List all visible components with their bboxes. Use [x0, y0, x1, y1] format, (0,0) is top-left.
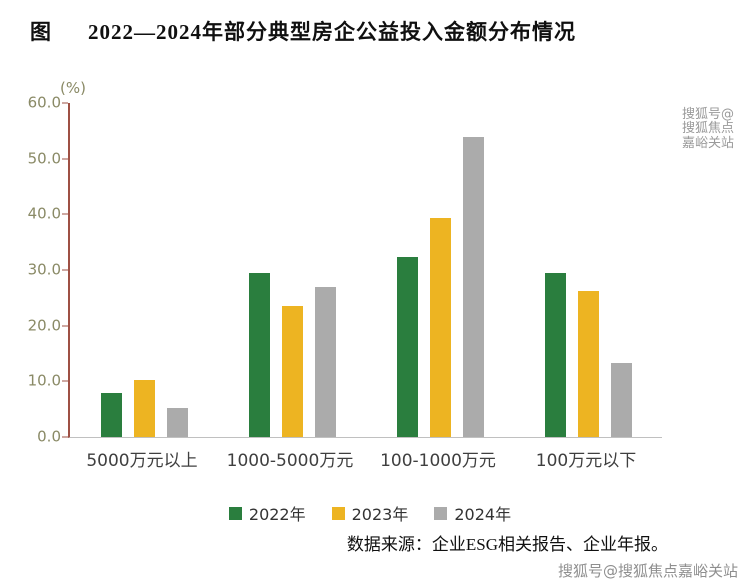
bar-2022年-1000-5000万元 — [248, 272, 270, 437]
bar-group-2 — [248, 103, 336, 437]
legend: 2022年 2023年 2024年 — [0, 501, 740, 525]
title-text: 2022—2024年部分典型房企公益投入金额分布情况 — [88, 20, 576, 44]
bar-2023年-1000-5000万元 — [281, 306, 303, 437]
title-prefix: 图 — [30, 20, 52, 44]
y-axis-unit-label: (%) — [60, 79, 86, 97]
y-tick-mark — [62, 213, 68, 215]
bar-2022年-100-1000万元 — [396, 256, 418, 437]
plot-area — [70, 103, 662, 437]
bar-chart: 0.0 10.0 20.0 30.0 40.0 50.0 60.0 — [28, 95, 662, 444]
bar-2024年-1000-5000万元 — [314, 287, 336, 437]
legend-label: 2024年 — [454, 505, 512, 524]
watermark-top-right: 搜狐号@搜狐焦点嘉峪关站 — [682, 107, 735, 151]
legend-label: 2022年 — [248, 505, 306, 524]
y-tick-label: 50.0 — [27, 149, 61, 168]
bar-2023年-5000万元以上 — [133, 379, 155, 437]
y-tick-mark — [62, 102, 68, 104]
bar-2024年-100万元以下 — [610, 362, 632, 437]
y-tick-label: 10.0 — [27, 371, 61, 390]
legend-swatch — [331, 506, 345, 520]
watermark-bottom-right: 搜狐号@搜狐焦点嘉峪关站 — [557, 562, 738, 580]
chart-title: 图 2022—2024年部分典型房企公益投入金额分布情况 — [30, 16, 576, 46]
y-tick-label: 30.0 — [27, 260, 61, 279]
legend-item-2022年: 2022年 — [228, 501, 306, 525]
legend-swatch — [228, 506, 242, 520]
y-tick-label: 20.0 — [27, 316, 61, 335]
x-axis-label: 5000万元以上 — [86, 451, 198, 471]
legend-label: 2023年 — [351, 505, 409, 524]
y-tick-mark — [62, 158, 68, 160]
bar-2023年-100-1000万元 — [429, 217, 451, 437]
bar-group-4 — [544, 103, 632, 437]
bar-2022年-5000万元以上 — [100, 393, 122, 437]
legend-swatch — [434, 506, 448, 520]
x-axis-label: 100万元以下 — [535, 451, 637, 471]
x-axis-label: 1000-5000万元 — [226, 451, 354, 471]
legend-item-2023年: 2023年 — [331, 501, 409, 525]
y-tick-mark — [62, 269, 68, 271]
y-tick-mark — [62, 380, 68, 382]
y-tick-mark — [62, 436, 68, 438]
x-axis-label: 100-1000万元 — [380, 451, 496, 471]
source-note: 数据来源：企业ESG相关报告、企业年报。 — [346, 535, 668, 554]
bar-2024年-5000万元以上 — [166, 407, 188, 437]
bar-2022年-100万元以下 — [544, 272, 566, 437]
legend-item-2024年: 2024年 — [434, 501, 511, 525]
y-tick-label: 0.0 — [37, 427, 61, 446]
y-tick-label: 40.0 — [27, 204, 61, 223]
bar-group-1 — [100, 103, 188, 437]
bar-2023年-100万元以下 — [577, 291, 599, 437]
x-axis-labels: 5000万元以上 1000-5000万元 100-1000万元 100万元以下 — [68, 446, 660, 471]
bar-2024年-100-1000万元 — [462, 136, 484, 437]
y-tick-mark — [62, 325, 68, 327]
bar-group-3 — [396, 103, 484, 437]
y-tick-label: 60.0 — [27, 93, 61, 112]
